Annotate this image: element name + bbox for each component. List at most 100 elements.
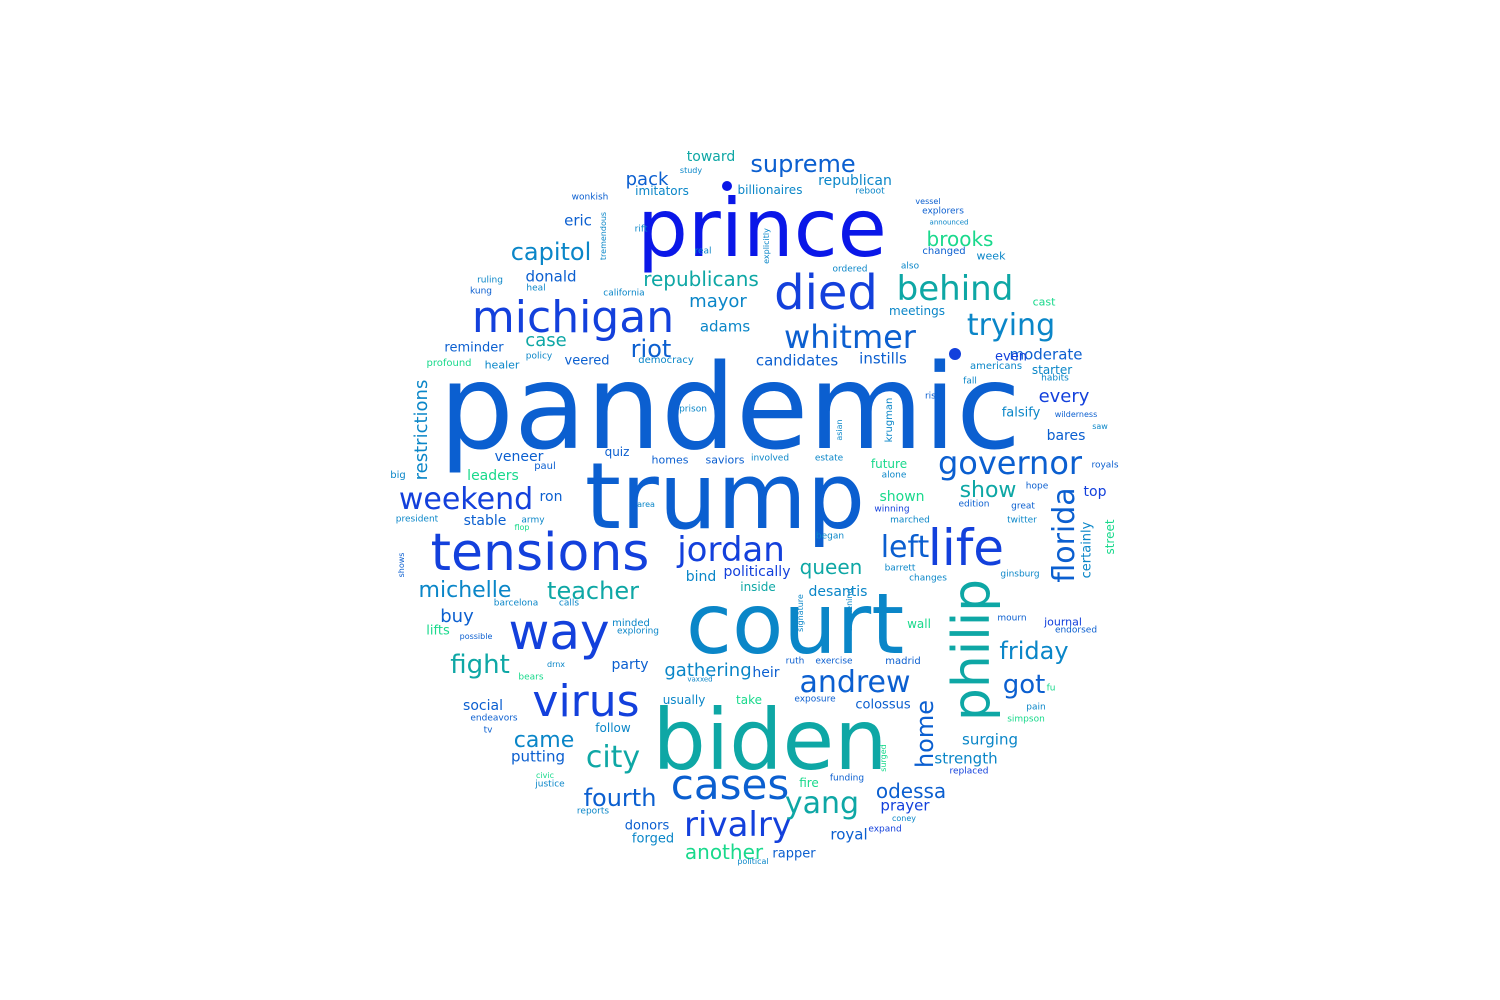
word-prison: prison xyxy=(679,404,707,415)
word-andrew: andrew xyxy=(799,665,911,700)
word-follow: follow xyxy=(595,721,631,735)
word-trump: trump xyxy=(584,443,866,550)
word-veneer: veneer xyxy=(494,449,544,465)
word-philip: philip xyxy=(942,578,1002,722)
word-shows: shows xyxy=(397,552,406,578)
word-donors: donors xyxy=(624,818,670,834)
word-top: top xyxy=(1083,484,1107,500)
word-lifts: lifts xyxy=(426,623,450,639)
word-expand: expand xyxy=(868,824,902,835)
word-area: area xyxy=(637,500,655,509)
word-barcelona: barcelona xyxy=(493,598,539,609)
word-brooks: brooks xyxy=(926,227,994,251)
word-wilderness: wilderness xyxy=(1054,410,1098,419)
word-heir: heir xyxy=(752,665,780,681)
word-rivalry: rivalry xyxy=(684,805,792,845)
word-veered: veered xyxy=(564,353,610,369)
word-reboot: reboot xyxy=(855,186,885,197)
word-fall: fall xyxy=(963,376,977,387)
word-big: big xyxy=(390,470,406,481)
word-surging: surging xyxy=(962,730,1018,749)
word-tv: tv xyxy=(483,725,493,736)
word-wall: wall xyxy=(907,617,931,631)
word-habits: habits xyxy=(1041,373,1069,384)
word-take: take xyxy=(736,693,762,707)
word-california: california xyxy=(603,288,645,299)
word-street: street xyxy=(1103,519,1117,555)
word-politically: politically xyxy=(723,564,791,580)
word-died: died xyxy=(774,265,878,321)
word-pandemic: pandemic xyxy=(438,338,1022,476)
word-twitter: twitter xyxy=(1007,515,1037,526)
word-friday: friday xyxy=(999,637,1069,665)
word-republican: republican xyxy=(818,173,892,189)
word-yang: yang xyxy=(784,786,860,821)
word-quiz: quiz xyxy=(604,445,630,459)
word-healer: healer xyxy=(484,358,520,372)
word-supreme: supreme xyxy=(750,150,856,178)
word-estate: estate xyxy=(814,453,844,464)
word-moderate: moderate xyxy=(1009,345,1083,364)
word-ruling: ruling xyxy=(477,275,503,286)
word-social: social xyxy=(463,698,503,714)
word-every: every xyxy=(1038,386,1090,407)
word-reminder: reminder xyxy=(444,340,504,356)
word-endorsed: endorsed xyxy=(1054,625,1098,636)
word-jordan: jordan xyxy=(677,530,785,570)
word-colossus: colossus xyxy=(855,697,911,713)
word-buy: buy xyxy=(440,606,474,627)
word-political: political xyxy=(737,857,769,866)
word-policy: policy xyxy=(525,351,553,362)
word-behind: behind xyxy=(896,269,1014,309)
word-marched: marched xyxy=(890,515,930,526)
word-great: great xyxy=(1011,501,1035,512)
word-democracy: democracy xyxy=(638,355,694,366)
word-queen: queen xyxy=(799,555,863,579)
word-endeavors: endeavors xyxy=(470,713,518,724)
word-heal: heal xyxy=(526,283,546,294)
word-imitators: imitators xyxy=(635,184,689,198)
word-paul: paul xyxy=(534,461,556,472)
word-involved: involved xyxy=(750,453,790,464)
word-exploring: exploring xyxy=(616,626,660,637)
word-billionaires: billionaires xyxy=(737,183,803,197)
word-usually: usually xyxy=(662,693,706,707)
word-ordered: ordered xyxy=(832,264,868,275)
word-fire: fire xyxy=(799,776,819,790)
word-announced: announced xyxy=(929,218,969,227)
word-whitmer: whitmer xyxy=(784,318,916,356)
cloud-dot-1 xyxy=(722,181,732,191)
word-royal: royal xyxy=(830,825,868,844)
word-trying: trying xyxy=(966,308,1056,343)
word-royals: royals xyxy=(1091,460,1119,471)
word-adams: adams xyxy=(699,317,751,336)
word-civic: civic xyxy=(536,771,554,780)
word-funding: funding xyxy=(829,773,865,784)
word-wonkish: wonkish xyxy=(571,192,609,203)
word-journal: journal xyxy=(1044,615,1082,629)
word-capitol: capitol xyxy=(510,238,592,266)
word-republicans: republicans xyxy=(643,267,759,291)
word-minded: minded xyxy=(612,618,650,629)
word-signature: signature xyxy=(796,594,805,632)
word-fu: fu xyxy=(1046,683,1056,694)
word-gathering: gathering xyxy=(664,660,752,681)
word-came: came xyxy=(513,728,575,753)
word-vessel: vessel xyxy=(915,197,941,206)
word-simpson: simpson xyxy=(1007,714,1045,725)
word-saw: saw xyxy=(1092,422,1108,431)
word-biden: biden xyxy=(652,691,888,789)
word-teacher: teacher xyxy=(547,577,639,605)
word-fight: fight xyxy=(450,650,510,680)
word-barrett: barrett xyxy=(884,563,916,574)
word-show: show xyxy=(959,478,1017,503)
word-falsify: falsify xyxy=(1001,405,1041,421)
word-asian: asian xyxy=(835,419,844,441)
word-stable: stable xyxy=(463,513,507,529)
word-replaced: replaced xyxy=(949,766,989,777)
word-tremendous: tremendous xyxy=(599,211,608,261)
word-putting: putting xyxy=(511,747,565,766)
word-reports: reports xyxy=(576,806,610,817)
word-kung: kung xyxy=(469,286,493,297)
